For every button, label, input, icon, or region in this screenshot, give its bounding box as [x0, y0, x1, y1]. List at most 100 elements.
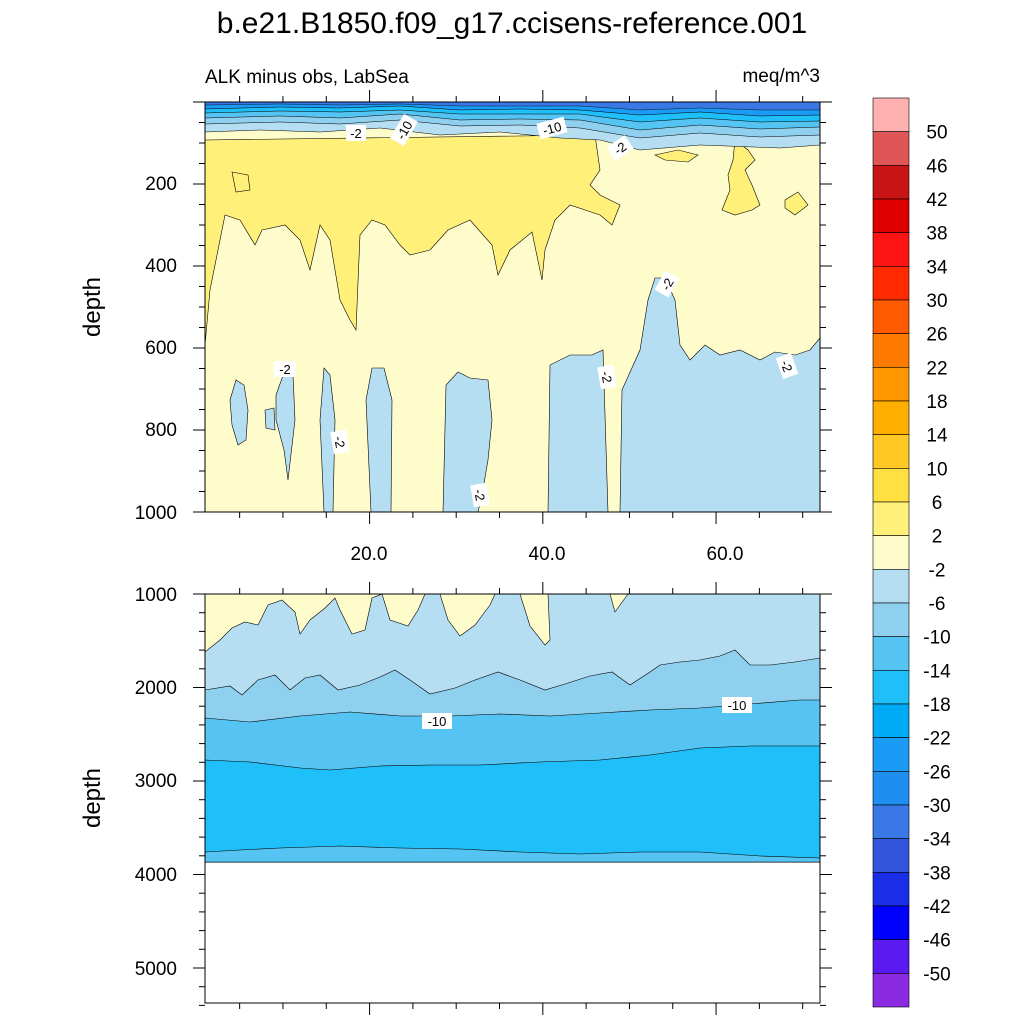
contour-label-text: -2	[279, 362, 291, 377]
colorbar-label: -10	[923, 628, 950, 649]
colorbar-label: -26	[923, 762, 950, 783]
contour-label-text: -10	[428, 714, 447, 729]
upper-region-negative	[229, 379, 249, 446]
colorbar-swatch	[872, 737, 910, 772]
upper-panel	[205, 102, 820, 512]
colorbar-swatch	[872, 299, 910, 334]
contour-label-text: -2	[778, 358, 796, 374]
upper-y-axis-label: depth	[79, 277, 106, 337]
colorbar-label: 42	[926, 190, 947, 211]
colorbar-swatch	[872, 602, 910, 637]
upper-region-positive-blob	[231, 171, 251, 193]
lower-tick-marks	[193, 582, 832, 1015]
lower-y-axis-label: depth	[79, 768, 106, 828]
upper-surface-band	[205, 102, 820, 111]
y-tick-label: 1000	[135, 585, 177, 606]
contour-label: -2	[274, 361, 296, 377]
colorbar-swatch	[872, 468, 910, 503]
colorbar-swatch	[872, 333, 910, 368]
lower-y-ticks: 1000 2000 3000 4000 5000	[135, 585, 177, 980]
colorbar-swatch	[872, 872, 910, 907]
colorbar-swatch	[872, 501, 910, 536]
colorbar-swatch	[872, 838, 910, 873]
colorbar-label: 34	[926, 257, 948, 278]
chart-subtitle-variable: ALK minus obs, LabSea	[205, 67, 409, 88]
colorbar-label: -30	[923, 796, 950, 817]
lower-band-m14	[205, 745, 820, 863]
colorbar-label: -46	[923, 931, 950, 952]
y-tick-label: 3000	[135, 771, 177, 792]
contour-label: -10	[536, 116, 568, 140]
y-tick-label: 4000	[135, 865, 177, 886]
colorbar-swatch	[872, 97, 910, 132]
colorbar-swatch	[872, 905, 910, 940]
colorbar-label: -42	[923, 897, 950, 918]
colorbar-label: 6	[932, 493, 943, 514]
colorbar-label: 14	[926, 426, 948, 447]
y-tick-label: 200	[145, 174, 177, 195]
upper-region-positive-blob	[784, 191, 809, 216]
upper-y-ticks: 200 400 600 800 1000	[135, 174, 177, 524]
upper-tick-marks	[193, 90, 832, 524]
lower-contour-labels: -10 -10	[422, 697, 752, 729]
colorbar-label: 22	[926, 358, 947, 379]
upper-region-negative	[264, 407, 276, 431]
contour-label: -10	[422, 713, 452, 729]
contour-label-text: -2	[350, 126, 362, 141]
upper-region-negative	[547, 349, 609, 512]
colorbar: 50 46 42 38 34 30 26 22 18 14 10 6 2 -2 -6 -10 -14 -18 -22…	[872, 97, 951, 1008]
colorbar-label: 26	[926, 325, 947, 346]
x-tick-label: 20.0	[351, 544, 388, 565]
colorbar-label: 2	[932, 527, 943, 548]
colorbar-label: -34	[923, 830, 951, 851]
contour-label-text: -2	[598, 370, 615, 384]
chart-title: b.e21.B1850.f09_g17.ccisens-reference.00…	[217, 7, 807, 40]
colorbar-label: -22	[923, 729, 950, 750]
colorbar-swatch	[872, 703, 910, 738]
colorbar-swatch	[872, 434, 910, 469]
upper-region-positive	[205, 134, 621, 346]
colorbar-label: 50	[926, 123, 947, 144]
upper-region-positive-blob	[721, 139, 761, 216]
x-tick-label: 60.0	[707, 544, 744, 565]
colorbar-swatch	[872, 232, 910, 267]
y-tick-label: 5000	[135, 959, 177, 980]
lower-plot-frame	[204, 593, 821, 1004]
upper-region-negative	[619, 277, 820, 512]
y-tick-label: 800	[145, 420, 177, 441]
contour-label: -2	[470, 482, 490, 508]
colorbar-swatch	[872, 804, 910, 839]
colorbar-swatch	[872, 636, 910, 671]
colorbar-label: -14	[923, 661, 951, 682]
colorbar-label: 18	[926, 392, 947, 413]
colorbar-swatch	[872, 266, 910, 301]
colorbar-swatch	[872, 400, 910, 435]
colorbar-label: 46	[926, 156, 947, 177]
y-tick-label: 1000	[135, 503, 177, 524]
upper-contour-labels: -2 -10 -10 -2 -2 -2 -2 -2 -2 -2	[274, 113, 799, 508]
contour-label: -2	[597, 364, 617, 390]
colorbar-swatch	[872, 973, 910, 1008]
colorbar-label: 10	[926, 459, 947, 480]
contour-label: -2	[775, 352, 799, 380]
colorbar-label: -2	[929, 560, 946, 581]
colorbar-swatch	[872, 939, 910, 974]
colorbar-swatch	[872, 131, 910, 166]
colorbar-swatch	[872, 535, 910, 570]
contour-label: -10	[722, 697, 752, 713]
y-tick-label: 600	[145, 338, 177, 359]
colorbar-label: -6	[929, 594, 946, 615]
colorbar-swatch	[872, 670, 910, 705]
upper-region-negative	[365, 367, 393, 512]
contour-label: -2	[330, 429, 350, 455]
colorbar-label: -38	[923, 863, 950, 884]
contour-label-text: -2	[471, 488, 488, 502]
y-tick-label: 400	[145, 256, 177, 277]
upper-x-ticks: 20.0 40.0 60.0	[351, 544, 744, 565]
upper-region-negative	[319, 367, 336, 512]
colorbar-label: 38	[926, 224, 947, 245]
colorbar-label: 30	[926, 291, 947, 312]
colorbar-label: -50	[923, 964, 950, 985]
contour-label: -2	[606, 135, 634, 161]
colorbar-swatch	[872, 771, 910, 806]
